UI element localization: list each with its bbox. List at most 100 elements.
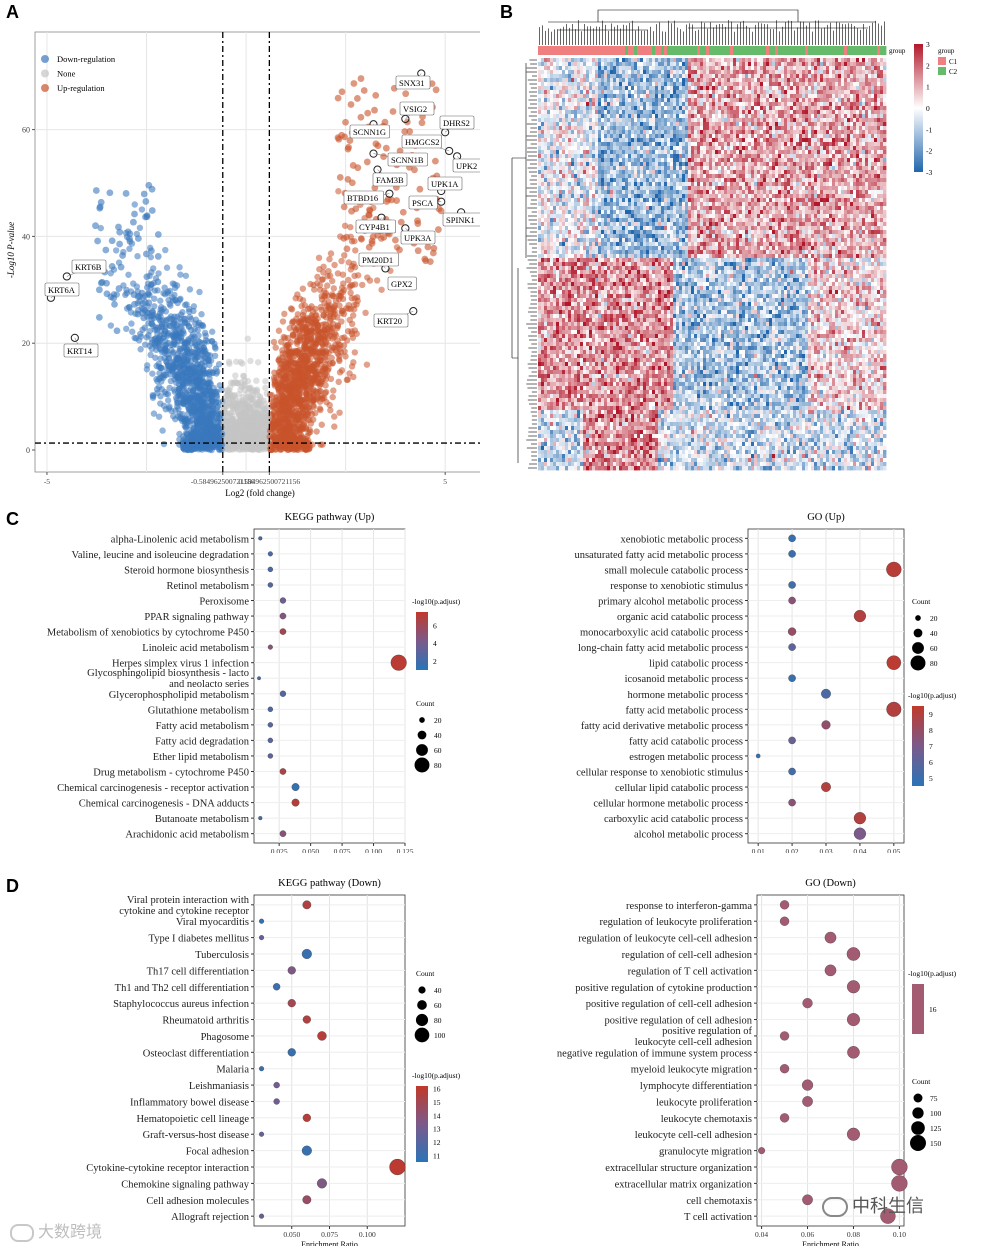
heatmap-cell: [604, 98, 608, 103]
heatmap-cell: [883, 78, 887, 83]
heatmap-cell: [841, 102, 845, 107]
heatmap-cell: [763, 82, 767, 87]
heatmap-cell: [646, 74, 650, 79]
volcano-point: [209, 328, 216, 335]
heatmap-cell: [874, 82, 878, 87]
heatmap-cell: [766, 74, 770, 79]
volcano-point: [187, 400, 194, 407]
heatmap-cell: [634, 90, 638, 95]
gene-label-box: [71, 259, 107, 274]
heatmap-cell: [805, 62, 809, 67]
heatmap-cell: [595, 62, 599, 67]
heatmap-cell: [613, 90, 617, 95]
heatmap-cell: [691, 86, 695, 91]
volcano-point: [342, 118, 349, 126]
heatmap-cell: [874, 86, 878, 91]
heatmap-cell: [772, 86, 776, 91]
volcano-point: [354, 95, 361, 102]
heatmap-cell: [787, 82, 791, 87]
heatmap-cell: [724, 90, 728, 95]
heatmap-cell: [811, 98, 815, 103]
heatmap-cell: [616, 78, 620, 83]
heatmap-cell: [775, 70, 779, 75]
heatmap-cell: [841, 58, 845, 63]
heatmap-cell: [700, 102, 704, 107]
heatmap-cell: [580, 70, 584, 75]
heatmap-cell: [703, 78, 707, 83]
heatmap-cell: [760, 86, 764, 91]
heatmap-cell: [619, 90, 623, 95]
heatmap-cell: [754, 102, 758, 107]
heatmap-cell: [655, 78, 659, 83]
heatmap-cell: [859, 94, 863, 99]
volcano-point: [298, 424, 305, 431]
volcano-point: [365, 211, 373, 219]
heatmap-cell: [811, 82, 815, 87]
heatmap-cell: [700, 62, 704, 67]
heatmap-cell: [670, 94, 674, 99]
heatmap-cell: [712, 62, 716, 67]
heatmap-cell: [562, 62, 566, 67]
heatmap-cell: [562, 98, 566, 103]
volcano-point: [289, 319, 296, 327]
heatmap-cell: [556, 94, 560, 99]
heatmap-cell: [874, 74, 878, 79]
volcano-point: [143, 366, 151, 373]
heatmap-cell: [667, 102, 671, 107]
heatmap-cell: [625, 98, 629, 103]
heatmap-cell: [589, 78, 593, 83]
heatmap-cell: [700, 70, 704, 75]
volcano-point: [317, 361, 324, 368]
heatmap-cell: [868, 86, 872, 91]
volcano-point: [315, 254, 323, 262]
heatmap-cell: [757, 102, 761, 107]
heatmap-cell: [778, 66, 782, 71]
heatmap-cell: [874, 66, 878, 71]
volcano-point: [302, 323, 309, 331]
heatmap-cell: [727, 94, 731, 99]
heatmap-cell: [679, 90, 683, 95]
heatmap-cell: [700, 58, 704, 63]
heatmap-cell: [844, 58, 848, 63]
heatmap-cell: [697, 98, 701, 103]
volcano-point: [296, 295, 304, 302]
heatmap-cell: [880, 70, 884, 75]
heatmap-cell: [733, 102, 737, 107]
gene-label-box: [442, 212, 480, 227]
volcano-point: [230, 417, 237, 424]
heatmap-cell: [559, 62, 563, 67]
heatmap-cell: [625, 78, 629, 83]
heatmap-cell: [562, 58, 566, 63]
volcano-point: [350, 80, 358, 87]
heatmap-cell: [580, 62, 584, 67]
heatmap-cell: [646, 86, 650, 91]
heatmap-cell: [799, 62, 803, 67]
heatmap-cell: [652, 58, 656, 63]
volcano-point: [307, 350, 315, 358]
heatmap-cell: [670, 62, 674, 67]
heatmap-cell: [613, 66, 617, 71]
heatmap-cell: [823, 66, 827, 71]
volcano-point: [313, 339, 320, 347]
heatmap-cell: [748, 82, 752, 87]
heatmap-cell: [682, 58, 686, 63]
heatmap-cell: [631, 58, 635, 63]
volcano-point: [208, 417, 215, 424]
volcano-point: [164, 290, 172, 297]
volcano-point: [138, 206, 146, 213]
heatmap-cell: [736, 82, 740, 87]
volcano-point: [194, 348, 201, 355]
volcano-point: [157, 306, 164, 313]
heatmap-cell: [826, 98, 830, 103]
heatmap-cell: [544, 98, 548, 103]
volcano-point: [289, 332, 297, 339]
heatmap-cell: [658, 86, 662, 91]
heatmap-cell: [586, 58, 590, 63]
volcano-point: [186, 308, 193, 315]
volcano-point: [339, 271, 347, 278]
heatmap-cell: [790, 74, 794, 79]
heatmap-cell: [859, 102, 863, 107]
heatmap-cell: [829, 62, 833, 67]
heatmap-cell: [718, 78, 722, 83]
heatmap-cell: [616, 70, 620, 75]
